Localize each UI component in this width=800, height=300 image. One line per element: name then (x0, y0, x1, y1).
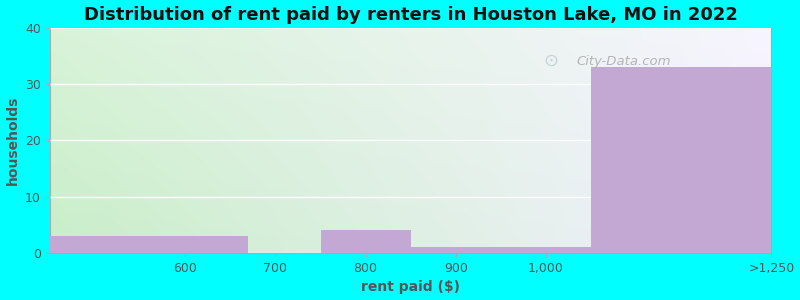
X-axis label: rent paid ($): rent paid ($) (361, 280, 460, 294)
Bar (591, 67, 771, 253)
Y-axis label: households: households (6, 96, 19, 185)
Text: City-Data.com: City-Data.com (577, 55, 671, 68)
Title: Distribution of rent paid by renters in Houston Lake, MO in 2022: Distribution of rent paid by renters in … (84, 6, 738, 24)
Bar (501, 247, 591, 253)
Bar (50, 236, 248, 253)
Bar (410, 247, 501, 253)
Text: ⊙: ⊙ (544, 52, 559, 70)
Bar (321, 230, 410, 253)
